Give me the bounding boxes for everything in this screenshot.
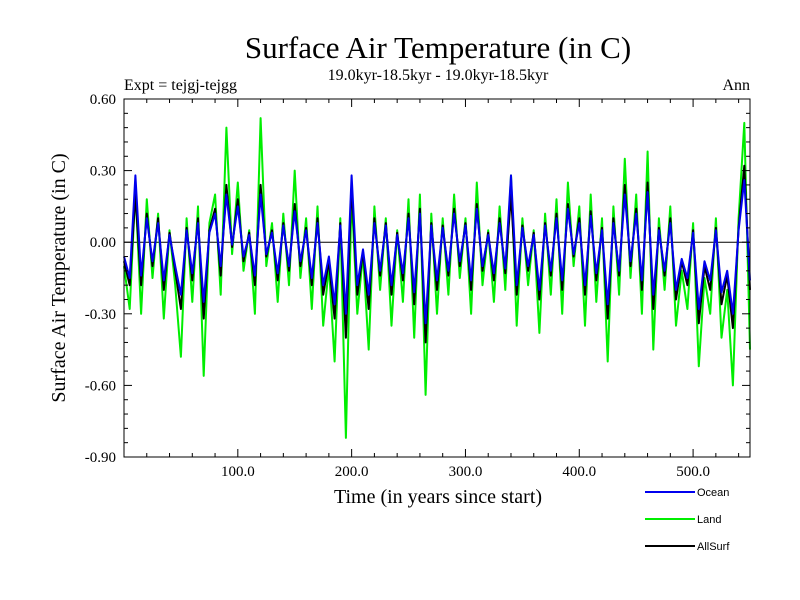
season-label: Ann xyxy=(722,77,750,94)
x-tick-label: 100.0 xyxy=(221,464,255,480)
axis-layer: 0.60 0.30 0.00 -0.30 -0.60 -0.90 100.0 200.0 300… xyxy=(85,92,751,480)
legend-label-land: Land xyxy=(697,514,721,526)
experiment-label: Expt = tejgj-tejgg xyxy=(124,77,237,94)
y-tick-label: -0.90 xyxy=(85,450,116,466)
legend: Ocean Land AllSurf xyxy=(645,487,730,553)
chart-title: Surface Air Temperature (in C) xyxy=(245,30,631,65)
x-tick-label: 300.0 xyxy=(449,464,483,480)
period-label: 19.0kyr-18.5kyr - 19.0kyr-18.5kyr xyxy=(328,67,549,84)
x-axis-label: Time (in years since start) xyxy=(334,486,542,508)
x-tick-label: 400.0 xyxy=(562,464,596,480)
y-tick-label: 0.30 xyxy=(90,164,116,180)
y-tick-label: -0.60 xyxy=(85,378,116,394)
series-line-ocean xyxy=(123,174,751,325)
legend-label-allsurf: AllSurf xyxy=(697,541,730,553)
x-tick-label: 500.0 xyxy=(676,464,710,480)
y-axis-label: Surface Air Temperature (in C) xyxy=(48,153,70,402)
plot-frame xyxy=(123,98,751,458)
x-tick-label: 200.0 xyxy=(335,464,369,480)
series-layer xyxy=(123,117,751,439)
y-tick-label: -0.30 xyxy=(85,307,116,323)
legend-label-ocean: Ocean xyxy=(697,487,729,499)
y-tick-label: 0.60 xyxy=(90,92,116,108)
y-tick-label: 0.00 xyxy=(90,235,116,251)
